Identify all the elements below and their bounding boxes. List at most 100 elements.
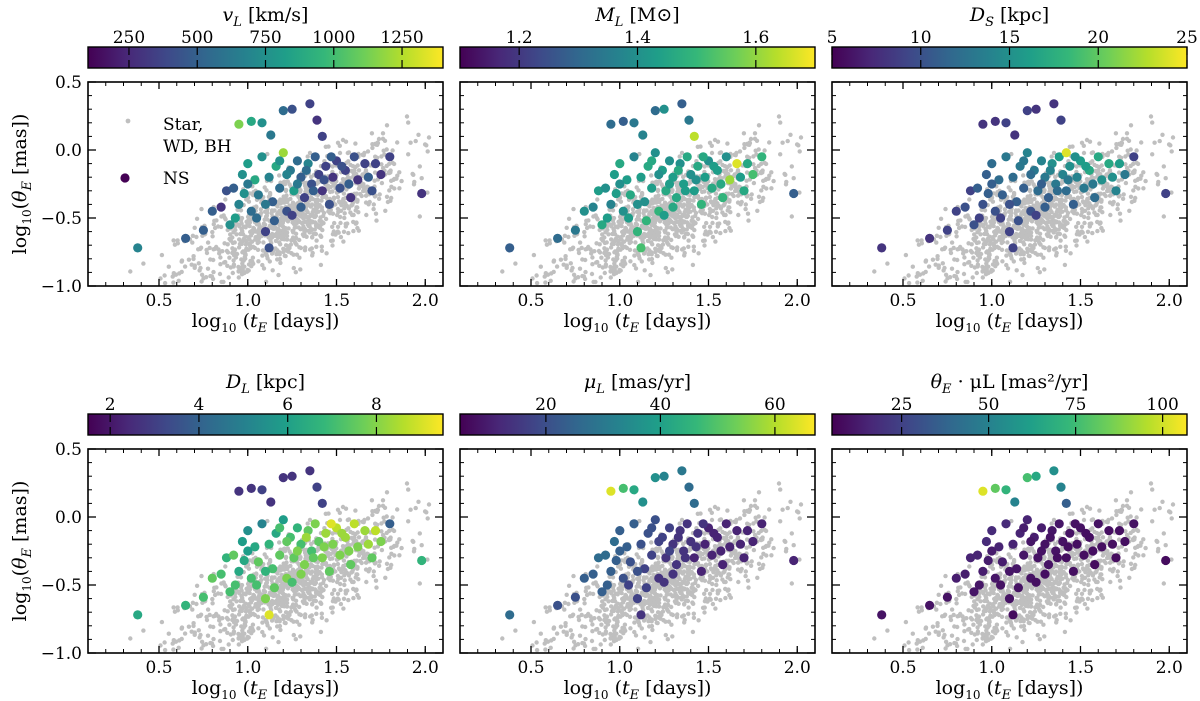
- star-point: [1017, 246, 1022, 251]
- ns-point: [615, 179, 625, 189]
- star-point: [307, 517, 313, 523]
- ns-point: [301, 165, 311, 175]
- ns-point: [1052, 186, 1062, 196]
- star-point: [196, 261, 201, 266]
- ns-point: [1049, 99, 1059, 109]
- star-point: [1037, 270, 1043, 275]
- star-point: [210, 596, 215, 602]
- star-point: [264, 620, 270, 626]
- star-point: [335, 206, 341, 212]
- ns-point: [647, 183, 657, 193]
- star-point: [763, 177, 768, 182]
- star-point: [975, 264, 980, 269]
- colorbar-tick-label: 4: [194, 395, 205, 415]
- ns-point: [647, 156, 657, 166]
- star-point: [354, 572, 359, 577]
- star-point: [346, 230, 351, 236]
- star-point: [690, 225, 695, 231]
- star-point: [230, 235, 235, 240]
- ns-point: [257, 519, 267, 529]
- ns-point: [181, 233, 191, 243]
- star-point: [1119, 142, 1124, 147]
- star-point: [199, 279, 204, 284]
- ns-point: [1036, 156, 1047, 166]
- star-point: [372, 545, 377, 550]
- star-point: [383, 575, 388, 580]
- star-point: [397, 537, 402, 542]
- star-point: [748, 136, 754, 142]
- star-point: [1074, 224, 1079, 229]
- x-tick-label: 1.5: [323, 658, 350, 678]
- star-point: [283, 231, 288, 236]
- legend-star-marker: [125, 118, 131, 124]
- ns-point: [257, 152, 267, 162]
- star-point: [292, 592, 297, 597]
- star-point: [310, 576, 315, 582]
- star-point: [1032, 196, 1037, 202]
- star-point: [1054, 253, 1059, 258]
- star-point: [264, 253, 270, 259]
- star-point: [1115, 202, 1121, 207]
- star-point: [411, 172, 416, 177]
- star-point: [597, 263, 602, 268]
- star-point: [1169, 190, 1174, 195]
- ns-point: [353, 542, 363, 552]
- star-point: [1074, 243, 1079, 248]
- star-point: [277, 623, 283, 629]
- star-point: [972, 232, 977, 237]
- star-point: [582, 234, 587, 239]
- star-point: [291, 202, 296, 208]
- star-point: [668, 225, 673, 230]
- ns-point: [739, 186, 749, 196]
- star-point: [309, 569, 315, 574]
- star-point: [1028, 237, 1034, 242]
- ns-point: [877, 243, 887, 253]
- star-point: [222, 582, 228, 588]
- star-point: [282, 567, 287, 572]
- star-point: [543, 271, 548, 276]
- star-point: [636, 213, 642, 218]
- star-point: [1051, 150, 1057, 156]
- star-point: [983, 272, 989, 277]
- star-point: [1113, 131, 1119, 136]
- star-point: [707, 194, 713, 200]
- ns-point: [622, 175, 632, 185]
- star-point: [375, 509, 380, 514]
- star-point: [341, 558, 347, 563]
- star-point: [1117, 211, 1123, 216]
- star-point: [642, 268, 647, 273]
- star-point: [923, 269, 928, 275]
- ns-point: [324, 566, 334, 577]
- star-point: [612, 250, 617, 255]
- star-point: [277, 208, 282, 214]
- star-point: [728, 168, 734, 173]
- star-point: [365, 149, 371, 154]
- star-point: [684, 220, 690, 225]
- star-point: [241, 258, 246, 263]
- ns-point: [289, 553, 299, 563]
- x-axis-label: log10 (tE [days]): [192, 310, 340, 336]
- star-point: [331, 562, 337, 567]
- star-point: [384, 561, 390, 566]
- star-point: [170, 641, 175, 646]
- star-point: [629, 234, 634, 239]
- ns-point: [996, 213, 1006, 223]
- ns-point: [289, 186, 299, 196]
- star-point: [214, 585, 219, 590]
- star-point: [417, 531, 422, 536]
- star-point: [425, 557, 430, 562]
- star-point: [1027, 226, 1032, 231]
- star-point: [1082, 234, 1088, 240]
- star-point: [990, 262, 996, 267]
- ns-point: [1090, 193, 1100, 203]
- ns-point: [983, 188, 993, 199]
- star-point: [676, 208, 681, 213]
- star-point: [192, 225, 197, 230]
- ns-point: [346, 560, 356, 570]
- star-point: [318, 629, 324, 635]
- ns-point: [1004, 199, 1015, 209]
- ns-point: [1129, 152, 1139, 162]
- star-point: [752, 136, 758, 141]
- ns-point: [269, 216, 279, 226]
- star-point: [330, 243, 335, 248]
